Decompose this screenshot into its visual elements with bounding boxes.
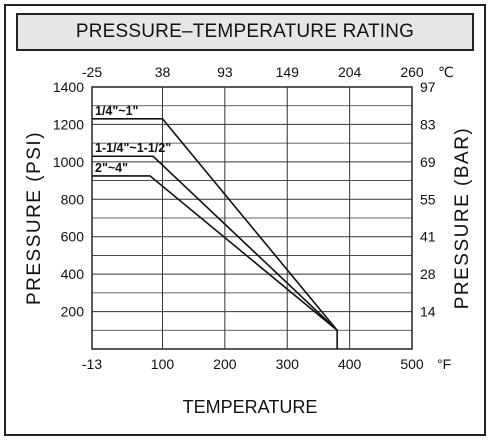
x-tick-label-top: 149: [276, 64, 300, 80]
x-tick-label-top: 93: [217, 64, 233, 80]
y-tick-label-right: 97: [420, 79, 436, 95]
x-tick-label-top: 204: [338, 64, 362, 80]
y-tick-label-right: 69: [420, 154, 436, 170]
y-axis-title-right: PRESSURE (BAR): [452, 127, 473, 310]
y-tick-label-left: 1400: [53, 79, 84, 95]
chart-frame: [4, 4, 486, 436]
y-axis-title-left: PRESSURE (PSI): [24, 131, 45, 305]
x-tick-label-bottom: 200: [213, 356, 237, 372]
y-tick-label-right: 28: [420, 266, 436, 282]
x-tick-label-bottom: 300: [276, 356, 300, 372]
x-unit-bottom: °F: [437, 356, 451, 372]
y-tick-label-left: 600: [61, 229, 85, 245]
y-tick-label-right: 41: [420, 229, 436, 245]
series-line: [92, 118, 338, 349]
x-tick-label-top: 38: [155, 64, 171, 80]
y-tick-label-right: 14: [420, 304, 436, 320]
y-tick-label-right: 83: [420, 116, 436, 132]
x-tick-label-top: -25: [82, 64, 102, 80]
x-unit-top: ℃: [438, 64, 454, 80]
y-tick-label-left: 400: [61, 266, 85, 282]
series-label: 1/4"~1": [95, 104, 139, 118]
y-tick-label-left: 1000: [53, 154, 84, 170]
y-tick-label-right: 55: [420, 191, 436, 207]
x-axis-title: TEMPERATURE: [183, 397, 318, 417]
x-tick-label-bottom: 500: [400, 356, 424, 372]
x-tick-label-bottom: 100: [151, 356, 175, 372]
y-tick-label-left: 200: [61, 304, 85, 320]
series-line: [92, 175, 338, 331]
series-line: [92, 155, 338, 331]
x-tick-label-bottom: -13: [82, 356, 102, 372]
y-tick-label-left: 1200: [53, 116, 84, 132]
chart-title: PRESSURE–TEMPERATURE RATING: [16, 13, 474, 51]
x-tick-label-bottom: 400: [338, 356, 362, 372]
series-label: 2"~4": [95, 161, 128, 175]
y-tick-label-left: 800: [61, 191, 85, 207]
x-tick-label-top: 260: [400, 64, 424, 80]
series-label: 1-1/4"~1-1/2": [95, 141, 171, 155]
